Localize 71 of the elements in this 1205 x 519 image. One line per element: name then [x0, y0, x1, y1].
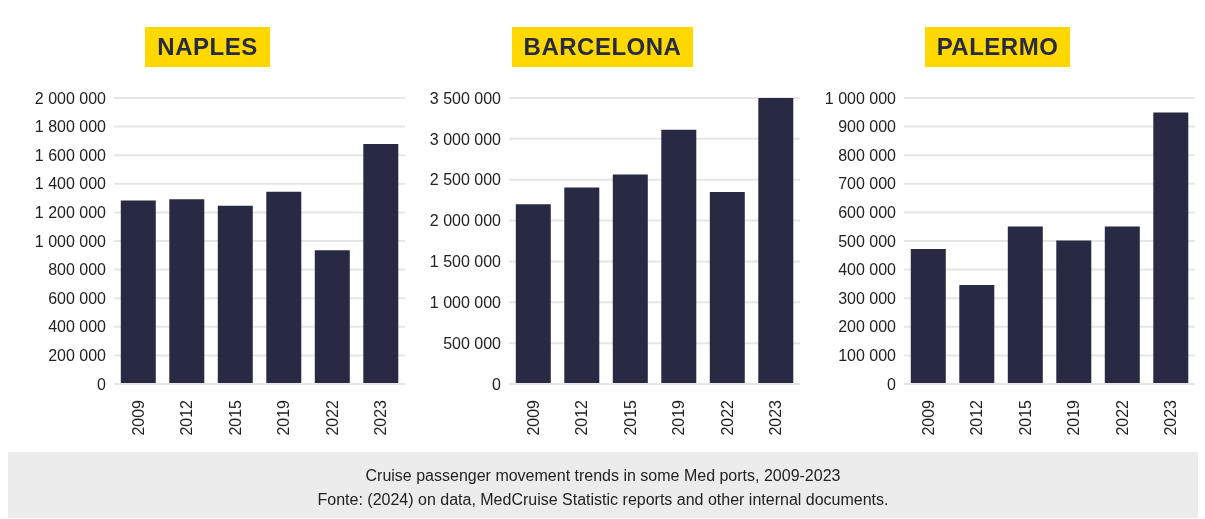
- bar: [515, 204, 551, 384]
- y-tick-label: 200 000: [48, 347, 107, 365]
- bar: [169, 199, 205, 384]
- y-tick-label: 400 000: [838, 261, 897, 279]
- y-tick-label: 800 000: [838, 146, 897, 164]
- y-tick-label: 600 000: [48, 289, 107, 307]
- x-tick-label: 2009: [524, 399, 542, 436]
- y-tick-label: 1 000 000: [34, 232, 107, 250]
- x-tick-label: 2012: [573, 399, 591, 436]
- y-tick-label: 1 800 000: [34, 118, 107, 136]
- y-tick-label: 200 000: [838, 318, 897, 336]
- x-tick-label: 2019: [275, 399, 293, 436]
- y-tick-label: 3 000 000: [429, 130, 502, 148]
- x-tick-label: 2019: [1065, 399, 1083, 436]
- y-tick-label: 2 500 000: [429, 171, 502, 189]
- y-tick-label: 1 000 000: [824, 89, 897, 107]
- bar: [120, 200, 156, 384]
- bar: [564, 187, 600, 384]
- source-note: Fonte: (2024) on data, MedCruise Statistic reports and other internal documents.: [316, 490, 890, 510]
- bar: [661, 129, 697, 384]
- y-tick-label: 700 000: [838, 175, 897, 193]
- bar: [1104, 226, 1140, 384]
- x-tick-label: 2019: [670, 399, 688, 436]
- y-tick-label: 0: [887, 375, 897, 393]
- y-tick-label: 2 000 000: [34, 89, 107, 107]
- y-tick-label: 400 000: [48, 318, 107, 336]
- bar: [758, 98, 794, 384]
- x-tick-label: 2012: [968, 399, 986, 436]
- y-tick-label: 800 000: [48, 261, 107, 279]
- bar: [612, 174, 648, 384]
- bar: [709, 191, 745, 384]
- chart-title: PALERMO: [924, 27, 1071, 67]
- x-tick-label: 2015: [226, 399, 244, 436]
- bar: [363, 143, 399, 384]
- x-tick-label: 2022: [718, 399, 736, 436]
- x-tick-label: 2015: [1016, 399, 1034, 436]
- y-tick-label: 0: [492, 375, 502, 393]
- x-tick-label: 2012: [178, 399, 196, 436]
- bar: [314, 250, 350, 384]
- chart-title: BARCELONA: [511, 27, 694, 67]
- y-tick-label: 1 500 000: [429, 253, 502, 271]
- x-tick-label: 2023: [767, 399, 785, 436]
- text: Cruise passenger movement trends in some Med ports, 2009-2023: [364, 466, 842, 486]
- bar: [1007, 226, 1043, 384]
- y-tick-label: 1 200 000: [34, 204, 107, 222]
- bar: [959, 285, 995, 384]
- y-tick-label: 0: [97, 375, 107, 393]
- y-tick-label: 1 600 000: [34, 146, 107, 164]
- bar: [1056, 240, 1092, 384]
- y-tick-label: 3 500 000: [429, 89, 502, 107]
- y-tick-label: 1 400 000: [34, 175, 107, 193]
- y-tick-label: 600 000: [838, 204, 897, 222]
- y-tick-label: 900 000: [838, 118, 897, 136]
- bar: [1153, 112, 1189, 384]
- bar: [910, 249, 946, 384]
- x-tick-label: 2022: [323, 399, 341, 436]
- x-tick-label: 2009: [129, 399, 147, 436]
- bar: [266, 191, 302, 384]
- x-tick-label: 2015: [621, 399, 639, 436]
- y-tick-label: 500 000: [443, 334, 502, 352]
- x-tick-label: 2022: [1113, 399, 1131, 436]
- x-tick-label: 2023: [372, 399, 390, 436]
- chart-title: NAPLES: [145, 27, 270, 67]
- y-tick-label: 300 000: [838, 289, 897, 307]
- bar: [217, 205, 253, 384]
- y-tick-label: 500 000: [838, 232, 897, 250]
- y-tick-label: 1 000 000: [429, 293, 502, 311]
- x-tick-label: 2009: [919, 399, 937, 436]
- y-tick-label: 2 000 000: [429, 212, 502, 230]
- x-tick-label: 2023: [1162, 399, 1180, 436]
- y-tick-label: 100 000: [838, 347, 897, 365]
